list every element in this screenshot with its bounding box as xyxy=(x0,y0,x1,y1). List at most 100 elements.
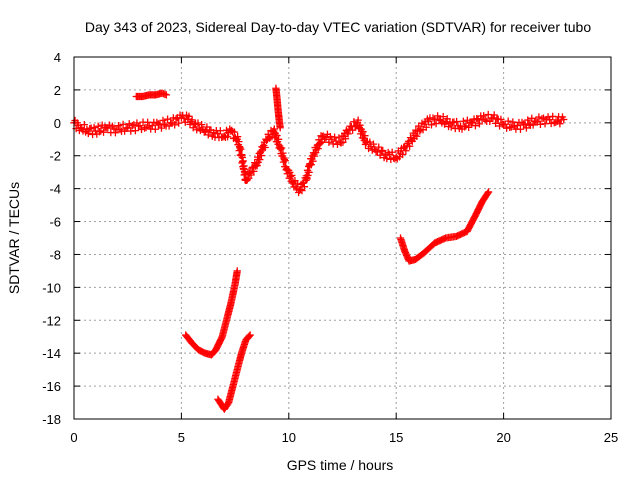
data-point xyxy=(194,119,202,127)
x-axis-title: GPS time / hours xyxy=(287,457,394,473)
y-axis-title: SDTVAR / TECUs xyxy=(6,182,22,294)
data-point xyxy=(300,183,309,191)
data-point xyxy=(422,123,430,131)
data-point xyxy=(459,117,467,125)
data-point xyxy=(350,118,358,126)
data-point xyxy=(325,138,333,146)
data-point xyxy=(114,122,123,130)
plot-frame xyxy=(73,56,612,420)
y-tick-label: -16 xyxy=(42,379,61,394)
data-point xyxy=(310,152,319,160)
data-point xyxy=(388,148,396,156)
data-point xyxy=(489,114,497,122)
data-point xyxy=(547,119,555,128)
data-point xyxy=(369,140,378,148)
data-point xyxy=(427,121,436,129)
y-tick-label: -2 xyxy=(49,149,61,164)
data-point xyxy=(124,124,132,132)
data-point xyxy=(413,132,421,140)
data-point xyxy=(159,116,167,125)
data-point xyxy=(443,115,451,123)
data-point xyxy=(90,123,98,132)
data-point xyxy=(298,186,306,195)
data-point xyxy=(239,157,247,165)
data-point xyxy=(556,120,564,128)
tick-labels: -18 -16 -14 -12 -10 -8 -6 -4 -2 0 2 4 0 5 10 15 20 25 xyxy=(42,50,618,445)
data-point xyxy=(200,128,208,136)
data-point xyxy=(491,119,500,128)
data-point xyxy=(473,115,481,123)
data-point xyxy=(172,115,180,123)
data-point xyxy=(356,121,364,129)
data-point xyxy=(280,155,289,164)
data-point xyxy=(291,176,299,185)
data-point xyxy=(250,167,258,175)
data-point xyxy=(432,119,440,128)
data-point xyxy=(503,124,511,132)
data-point xyxy=(376,151,384,159)
data-point xyxy=(305,168,313,177)
data-point xyxy=(380,153,388,162)
x-tick-label: 25 xyxy=(604,430,618,445)
data-point xyxy=(484,110,492,119)
data-point xyxy=(274,135,283,143)
data-point xyxy=(469,118,477,126)
y-tick-label: -10 xyxy=(42,280,61,295)
data-point xyxy=(246,168,254,176)
data-point xyxy=(233,267,241,275)
data-point xyxy=(341,135,350,143)
x-tick-label: 15 xyxy=(389,430,403,445)
y-tick-label: -14 xyxy=(42,346,61,361)
data-point xyxy=(185,112,193,120)
data-point xyxy=(208,132,216,140)
data-point xyxy=(442,118,450,126)
data-point xyxy=(131,126,140,135)
data-point xyxy=(247,171,255,179)
data-point xyxy=(190,120,198,129)
axis-ticks xyxy=(73,56,612,420)
data-point xyxy=(203,123,211,131)
series-segment-mid xyxy=(396,188,493,265)
data-point xyxy=(235,137,243,146)
data-point xyxy=(359,128,367,136)
x-tick-label: 10 xyxy=(282,430,296,445)
data-point xyxy=(452,117,461,126)
data-point xyxy=(261,143,269,152)
series-segment-low-b xyxy=(214,331,254,413)
data-point xyxy=(188,116,196,124)
data-point xyxy=(249,163,257,171)
data-point xyxy=(277,144,286,152)
data-point xyxy=(207,126,215,134)
data-point xyxy=(273,131,281,140)
data-point xyxy=(484,189,492,197)
data-point xyxy=(361,132,369,140)
data-point xyxy=(398,150,407,159)
data-point xyxy=(529,121,537,129)
data-point xyxy=(80,120,88,129)
data-point xyxy=(94,122,102,130)
data-point xyxy=(230,128,239,136)
y-tick-label: 2 xyxy=(54,83,61,98)
data-point xyxy=(256,155,264,164)
data-point xyxy=(484,188,493,196)
data-point xyxy=(224,400,232,408)
y-tick-label: -8 xyxy=(49,247,61,262)
data-series xyxy=(70,84,568,413)
data-point xyxy=(497,115,505,124)
data-point xyxy=(220,132,229,140)
data-point xyxy=(136,121,144,130)
data-point xyxy=(246,331,254,339)
y-tick-label: -6 xyxy=(49,215,61,230)
data-point xyxy=(303,175,311,183)
data-point xyxy=(216,127,224,135)
data-point xyxy=(163,115,172,123)
data-point xyxy=(516,125,525,133)
data-point xyxy=(84,129,92,138)
data-point xyxy=(435,115,443,124)
data-point xyxy=(447,123,455,131)
series-segment-low-a xyxy=(182,267,241,359)
data-point xyxy=(257,151,266,160)
data-point xyxy=(245,332,253,340)
data-point xyxy=(87,124,95,132)
